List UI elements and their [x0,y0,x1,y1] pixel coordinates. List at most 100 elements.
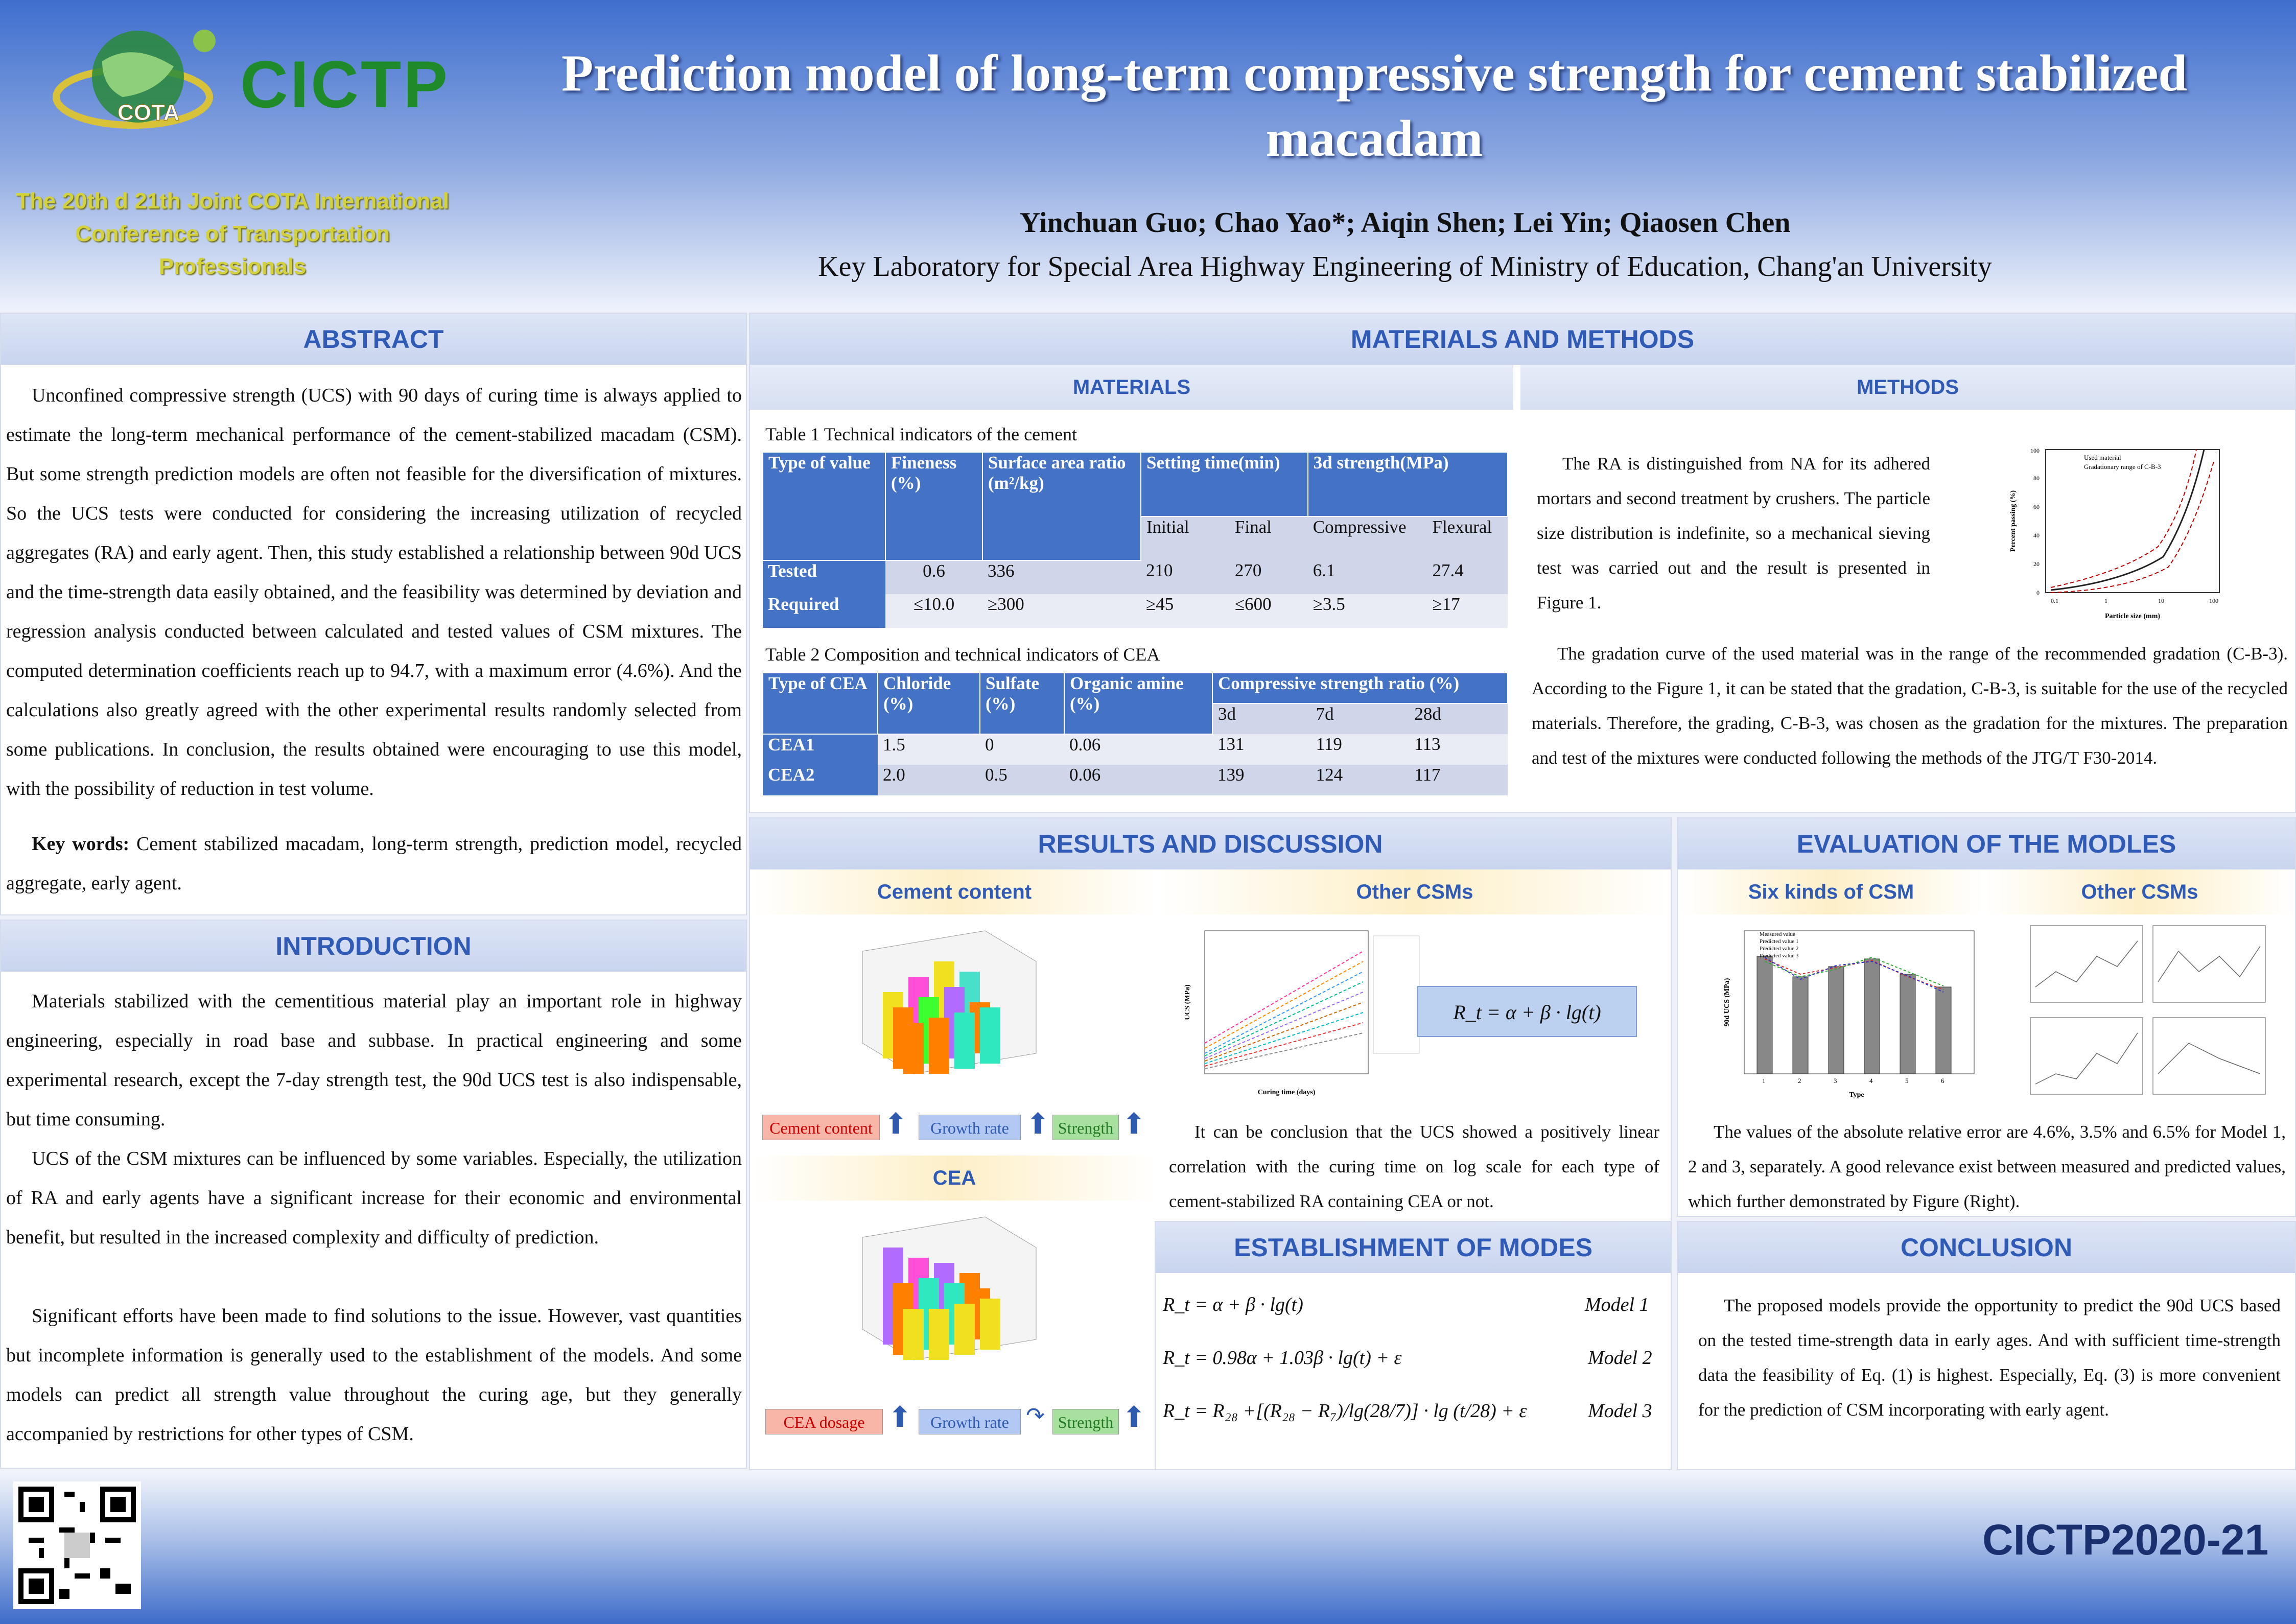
fig1-xtick: 0.1 [2051,597,2058,604]
fig1-ytick: 80 [2033,475,2040,482]
fig1-ytick: 0 [2036,589,2040,596]
tag-strength: Strength [1052,1115,1119,1140]
six-csm-subheading: Six kinds of CSM [1678,869,1984,914]
bar-xtick: 4 [1869,1077,1873,1085]
line-chart-ylabel: UCS (MPa) [1184,984,1191,1020]
t1-header-fineness: Fineness (%) [885,452,983,561]
model-1-label: Model 1 [1585,1294,1649,1315]
methods-subheading: METHODS [1520,365,2295,410]
t1-cell: 336 [988,561,1015,581]
bar-legend: Measured value [1760,931,1795,937]
bar-legend: Predicted value 3 [1760,953,1799,959]
fig1-ytick: 100 [2030,447,2040,454]
t2-sub-28d: 28d [1409,703,1508,734]
t1-cell: ≥45 [1146,594,1174,614]
tag-growth-rate-cea: Growth rate [919,1409,1021,1434]
t1-sub-compressive: Compressive [1307,516,1427,560]
model-2-equation: R_t = 0.98α + 1.03β · lg(t) + ε [1163,1347,1402,1369]
eval-other-subheading: Other CSMs [1984,869,2295,914]
fig1-legend-2: Gradationary range of C-B-3 [2084,463,2161,470]
conclusion-text: The proposed models provide the opportun… [1698,1296,2281,1420]
fig1-ytick: 40 [2033,532,2040,539]
t2-cell: 119 [1316,734,1342,754]
qr-code [13,1481,141,1609]
model-2-label: Model 2 [1588,1347,1652,1369]
ucs-line-chart: Curing time (days) UCS (MPa) [1179,921,1424,1104]
introduction-panel: INTRODUCTION Materials stabilized with t… [0,920,747,1469]
t1-header-setting: Setting time(min) [1140,452,1308,517]
poster-title: Prediction model of long-term compressiv… [561,44,2188,168]
t1-header-surface: Surface area ratio (m²/kg) [982,452,1141,561]
curved-arrow-icon: ↷ [1026,1403,1045,1429]
t2-sub-3d: 3d [1212,703,1311,734]
t2-header-ratio: Compressive strength ratio (%) [1212,672,1508,704]
t1-cell: 270 [1234,560,1262,580]
footer-logo-text: CICTP2020-21 [1982,1516,2269,1564]
t1-cell: 6.1 [1313,560,1336,580]
t2-cell: 124 [1316,765,1343,785]
affiliation: Key Laboratory for Special Area Highway … [818,251,1992,283]
t2-header-sulfate: Sulfate (%) [979,672,1065,735]
materials-methods-heading: MATERIALS AND METHODS [750,314,2295,365]
fig1-xlabel: Particle size (mm) [2105,613,2160,620]
model-3-label: Model 3 [1588,1400,1652,1422]
other-csms-small-charts [2020,921,2276,1104]
materials-methods-panel: MATERIALS AND METHODS MATERIALS Table 1 … [749,313,2296,813]
up-arrow-icon: ⬆ [884,1108,908,1141]
t1-header-type: Type of value [762,452,886,561]
t1-cell: ≤10.0 [913,594,955,614]
up-arrow-icon: ⬆ [1122,1108,1146,1141]
footer-band [0,1471,2296,1624]
methods-paragraph-2: The gradation curve of the used material… [1532,644,2288,768]
t2-header-type: Type of CEA [762,672,878,735]
t1-cell: Tested [763,560,885,594]
bar-legend: Predicted value 2 [1760,946,1798,952]
equation-text: R_t = α + β · lg(t) [1453,1001,1601,1024]
line-chart-xlabel: Curing time (days) [1258,1089,1316,1096]
cota-logo: COTA [46,20,230,138]
establishment-heading: ESTABLISHMENT OF MODES [1156,1222,1671,1273]
tag-strength-cea: Strength [1052,1409,1119,1434]
keywords-label: Key words: [32,833,130,855]
abstract-body: Unconfined compressive strength (UCS) wi… [6,385,742,799]
table2-caption: Table 2 Composition and technical indica… [765,644,1160,665]
svg-text:COTA: COTA [118,100,179,125]
fig1-xtick: 100 [2209,597,2218,604]
fig1-ylabel: Percent passing (%) [2009,490,2017,552]
t1-cell: ≤600 [1234,594,1272,614]
keywords-text: Cement stabilized macadam, long-term str… [6,833,742,894]
t2-cell: 0.06 [1069,765,1101,785]
t1-cell: ≥300 [988,594,1024,614]
intro-paragraph-2: UCS of the CSM mixtures can be influence… [6,1148,742,1248]
up-arrow-icon: ⬆ [1026,1108,1050,1141]
results-text: It can be conclusion that the UCS showed… [1169,1122,1659,1211]
intro-paragraph-3: Significant efforts have been made to fi… [6,1305,742,1445]
cement-content-subheading: Cement content [750,869,1159,914]
equation-box: R_t = α + β · lg(t) [1417,986,1637,1037]
methods-paragraph-1: The RA is distinguished from NA for its … [1537,454,1930,613]
conclusion-heading: CONCLUSION [1678,1222,2295,1273]
fig1-legend-1: Used material [2084,454,2121,461]
introduction-heading: INTRODUCTION [1,921,746,972]
bar-xtick: 6 [1941,1077,1944,1085]
evaluation-panel: EVALUATION OF THE MODLES Six kinds of CS… [1677,817,2296,1217]
ucs-bar-chart: Measured value Predicted value 1 Predict… [1719,921,1984,1104]
cictp-2020-21-logo: CICTP2020-21 [1982,1515,2268,1565]
up-arrow-icon: ⬆ [888,1401,912,1434]
cea-subheading: CEA [750,1156,1159,1201]
t2-cell: 113 [1414,734,1441,754]
t2-cell: CEA1 [763,734,878,765]
model-1-equation: R_t = α + β · lg(t) [1163,1294,1303,1315]
bar-xtick: 5 [1905,1077,1909,1085]
t2-header-chloride: Chloride (%) [877,672,980,735]
abstract-panel: ABSTRACT Unconfined compressive strength… [0,313,747,915]
fig1-xtick: 10 [2158,597,2164,604]
fig1-ytick: 20 [2033,560,2040,568]
evaluation-text: The values of the absolute relative erro… [1688,1122,2286,1211]
bar-xtick: 1 [1762,1077,1766,1085]
bar-xtick: 3 [1834,1077,1837,1085]
cement-3d-bar-chart [842,921,1067,1115]
t2-cell: 139 [1217,765,1245,785]
t2-cell: 131 [1217,734,1245,754]
table-row: Required ≤10.0 ≥300 ≥45 ≤600 ≥3.5 ≥17 [763,594,1508,628]
